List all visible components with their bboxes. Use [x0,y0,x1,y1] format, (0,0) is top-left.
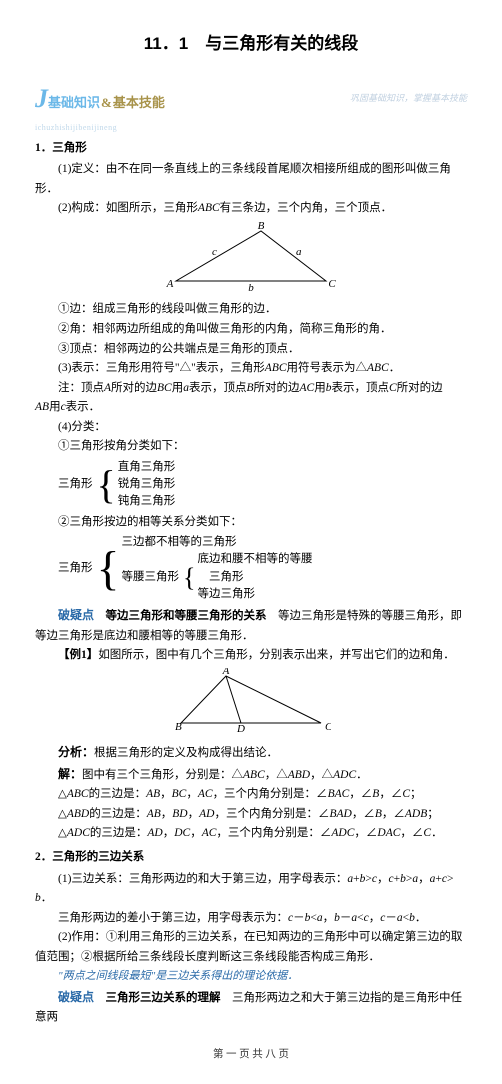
relation-2: (2)作用：①利用三角形的三边关系，在已知两边的三角形中可以确定第三边的取值范围… [35,928,467,967]
fig1-B: B [258,221,265,232]
def-1: (1)定义：由不在同一条直线上的三条线段首尾顺次相接所组成的图形叫做三角形． [35,160,467,199]
page-title: 11．1 与三角形有关的线段 [35,30,467,59]
content: 1．三角形 (1)定义：由不在同一条直线上的三条线段首尾顺次相接所组成的图形叫做… [35,139,467,1028]
example-1: 【例1】如图所示，图中有几个三角形，分别表示出来，并写出它们的边和角． [35,646,467,666]
def-2: (2)构成：如图所示，三角形ABC有三条边，三个内角，三个顶点． [35,199,467,219]
note-line: 注：顶点A所对的边BC用a表示，顶点B所对的边AC用b表示，顶点C所对的边 [35,379,467,399]
svg-text:D: D [236,723,245,733]
heading-2: 2．三角形的三边关系 [35,848,467,868]
page-number: 第 一 页 共 八 页 [35,1046,467,1064]
relation-1b: b． [35,889,467,909]
classify-1: ①三角形按角分类如下： [35,437,467,457]
fig1-A: A [166,278,174,290]
break-point-2: 破疑点 三角形三边关系的理解 三角形两边之和大于第三边指的是三角形中任意两 [35,987,467,1028]
header-right-text: 巩固基础知识，掌握基本技能 [350,91,467,106]
label-basic-skill: 基本技能 [113,92,165,114]
brace-icon: { [97,467,116,503]
fig1-b: b [248,282,254,291]
item-angle: ②角：相邻两边所组成的角叫做三角形的内角，简称三角形的角． [35,320,467,340]
svg-text:B: B [175,721,182,733]
note-line-2: AB用c表示． [35,398,467,418]
highlight: "两点之间线段最短"是三边关系得出的理论依据． [35,967,467,987]
analysis: 分析：根据三角形的定义及构成得出结论． [35,742,467,764]
fig1-C: C [328,278,336,290]
relation-1c: 三角形两边的差小于第三边，用字母表示为：c－b<a，b－a<c，c－a<b． [35,909,467,929]
sol-line-3: △ADC的三边是：AD，DC，AC，三个内角分别是：∠ADC，∠DAC，∠C． [35,824,467,844]
ampersand: & [101,92,112,114]
figure-2: A B D C [35,668,467,741]
notation: (3)表示：三角形用符号"△"表示，三角形ABC用符号表示为△ABC． [35,359,467,379]
classify: (4)分类： [35,418,467,438]
fig1-a: a [296,246,302,258]
item-edge: ①边：组成三角形的线段叫做三角形的边． [35,300,467,320]
sol-line-1: △ABC的三边是：AB，BC，AC，三个内角分别是：∠BAC，∠B，∠C； [35,785,467,805]
section-header: J 基础知识 & 基本技能 巩固基础知识，掌握基本技能 [35,77,467,121]
label-basic-knowledge: 基础知识 [48,92,100,114]
tree-2: 三角形 { 三边都不相等的三角形 等腰三角形 { 底边和腰不相等的等腰 三角形 … [58,534,467,603]
relation-1: (1)三边关系：三角形两边的和大于第三边，用字母表示：a+b>c，c+b>a，a… [35,870,467,890]
heading-1: 1．三角形 [35,139,467,159]
sol-line-2: △ABD的三边是：AB，BD，AD，三个内角分别是：∠BAD，∠B，∠ADB； [35,805,467,825]
j-icon: J [35,77,48,121]
classify-2: ②三角形按边的相等关系分类如下： [35,513,467,533]
svg-text:A: A [222,668,230,677]
svg-text:C: C [325,721,331,733]
fig1-c: c [212,246,217,258]
pinyin: ichuzhishijibenijineng [35,121,467,135]
brace-icon: { [183,566,195,589]
figure-1: B A C a b c [35,221,467,299]
section-header-left: J 基础知识 & 基本技能 [35,77,165,121]
tree-1: 三角形 { 直角三角形 锐角三角形 钝角三角形 [58,459,467,511]
item-vertex: ③顶点：相邻两边的公共端点是三角形的顶点． [35,340,467,360]
solution: 解：图中有三个三角形，分别是：△ABC，△ABD，△ADC． [35,764,467,786]
brace-icon: { [97,547,120,590]
break-point-1: 破疑点 等边三角形和等腰三角形的关系 等边三角形是特殊的等腰三角形，即等边三角形… [35,605,467,646]
